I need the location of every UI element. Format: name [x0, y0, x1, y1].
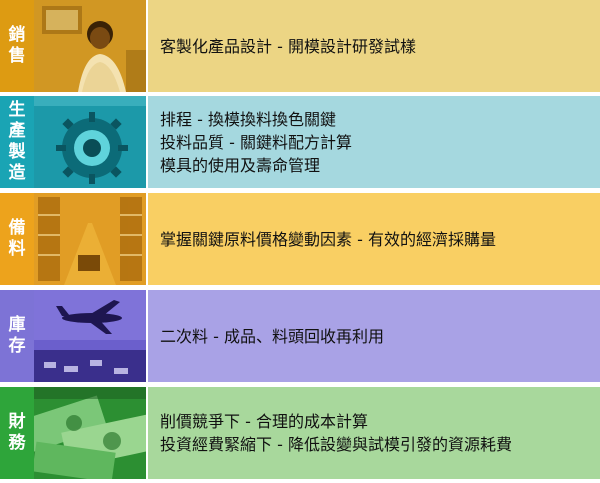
row-materials: 備 料 掌握關鍵原料價格變動因素 - 有效的經濟採購量: [0, 193, 600, 285]
row-text-line: 投資經費緊縮下 - 降低設變與試模引發的資源耗費: [160, 435, 512, 454]
label-char: 生: [8, 100, 26, 120]
row-text-line: 掌握關鍵原料價格變動因素 - 有效的經濟採購量: [160, 229, 496, 249]
label-char: 造: [8, 163, 26, 183]
row-body: 掌握關鍵原料價格變動因素 - 有效的經濟採購量: [148, 193, 600, 285]
row-text-line: 模具的使用及壽命管理: [160, 155, 321, 175]
row-sales: 銷 售 客製化產品設計 - 開模設計研發試樣: [0, 0, 600, 92]
label-char: 料: [8, 239, 26, 259]
row-text-line: 削價競爭下 - 合理的成本計算: [160, 412, 368, 431]
warehouse-photo: [34, 193, 146, 285]
row-inventory: 庫 存 二次料 - 成品、料頭回收再利用: [0, 290, 600, 382]
row-text-line: 投料品質 - 關鍵料配方計算: [160, 132, 352, 152]
label-char: 售: [8, 46, 26, 66]
row-text-line: 排程 - 換模換料換色關鍵: [160, 109, 336, 129]
row-text-line: 客製化產品設計 - 開模設計研發試樣: [160, 36, 416, 56]
currency-photo: [34, 387, 146, 479]
row-body: 排程 - 換模換料換色關鍵 投料品質 - 關鍵料配方計算 模具的使用及壽命管理: [148, 96, 600, 188]
label-char: 銷: [8, 25, 26, 45]
airplane-photo: [34, 290, 146, 382]
category-label-inventory: 庫 存: [0, 290, 34, 382]
label-char: 財: [8, 412, 26, 432]
row-body: 客製化產品設計 - 開模設計研發試樣: [148, 0, 600, 92]
sales-photo: [34, 0, 146, 92]
label-char: 備: [8, 218, 26, 238]
category-label-production: 生 產 製 造: [0, 96, 34, 188]
label-char: 務: [8, 433, 26, 453]
row-finance: 財 務 削價競爭下 - 合理的成本計算 投資經費緊縮下 - 降低設變與試模引發的…: [0, 387, 600, 479]
label-char: 製: [8, 142, 26, 162]
category-label-finance: 財 務: [0, 387, 34, 479]
label-char: 產: [8, 121, 26, 141]
category-label-sales: 銷 售: [0, 0, 34, 92]
label-char: 庫: [8, 315, 26, 335]
row-body: 削價競爭下 - 合理的成本計算 投資經費緊縮下 - 降低設變與試模引發的資源耗費: [148, 387, 600, 479]
row-body: 二次料 - 成品、料頭回收再利用: [148, 290, 600, 382]
category-label-materials: 備 料: [0, 193, 34, 285]
row-text-line: 二次料 - 成品、料頭回收再利用: [160, 326, 384, 346]
production-gear-photo: [34, 96, 146, 188]
label-char: 存: [8, 336, 26, 356]
row-production: 生 產 製 造 排程 - 換模換料換色關鍵 投料品質 - 關: [0, 96, 600, 188]
